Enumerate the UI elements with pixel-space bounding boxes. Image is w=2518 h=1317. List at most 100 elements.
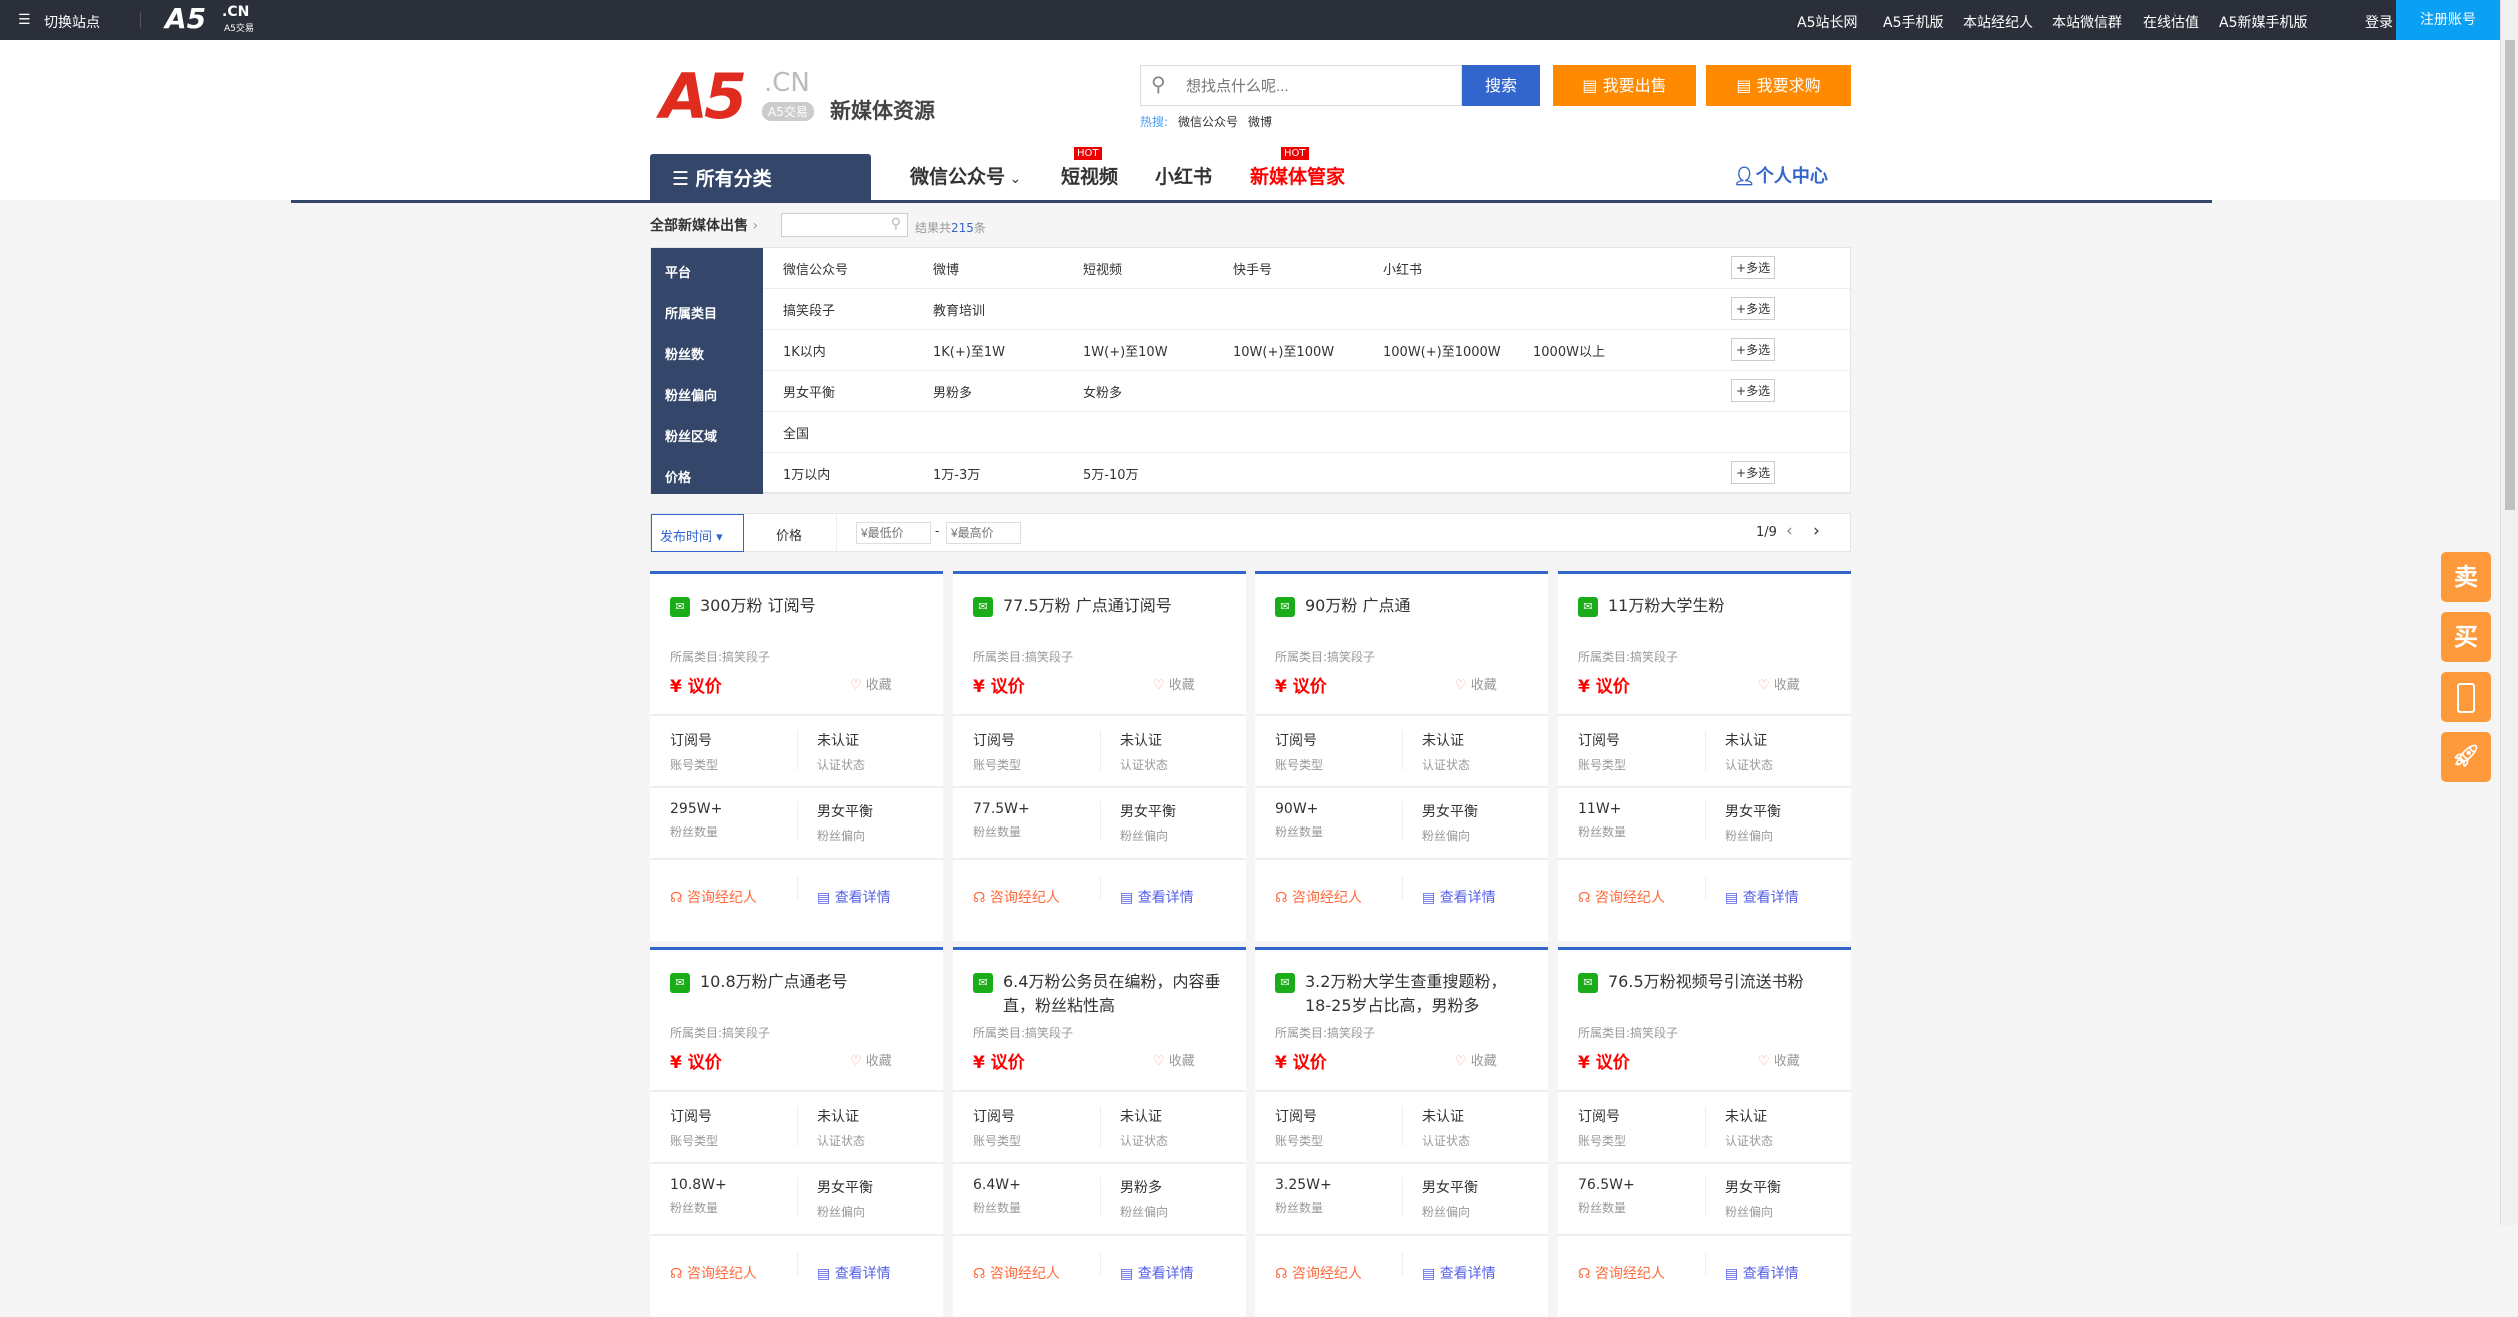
multi-select-button[interactable]: +多选 <box>1731 256 1776 279</box>
consult-agent-button[interactable]: ☊ 咨询经纪人 <box>1578 887 1665 907</box>
top-link[interactable]: A5站长网 <box>1797 15 1858 31</box>
site-logo[interactable]: A5 <box>660 60 747 133</box>
view-detail-button[interactable]: ▤ 查看详情 <box>817 1263 891 1283</box>
listing-card[interactable]: ✉ 90万粉 广点通 所属类目:搞笑段子 ¥ 议价 ♡ 收藏 订阅号 账号类型 未认证 认证状态… <box>1255 571 1548 941</box>
listing-card[interactable]: ✉ 11万粉大学生粉 所属类目:搞笑段子 ¥ 议价 ♡ 收藏 订阅号 账号类型 未认证 认证状态… <box>1558 571 1851 941</box>
favorite-button[interactable]: ♡ 收藏 <box>1758 1050 1800 1069</box>
card-title[interactable]: ✉ 3.2万粉大学生查重搜题粉，18-25岁占比高，男粉多 <box>1275 970 1532 1018</box>
filter-option[interactable]: 全国 <box>783 427 810 442</box>
filter-option[interactable]: 微信公众号 <box>783 263 849 278</box>
top-float-button[interactable]: 🚀︎ <box>2441 732 2491 782</box>
login-link[interactable]: 登录 <box>2365 15 2393 31</box>
sort-price[interactable]: 价格 <box>776 529 803 544</box>
sell-button[interactable]: ▤ 我要出售 <box>1553 65 1696 106</box>
card-title[interactable]: ✉ 77.5万粉 广点通订阅号 <box>973 594 1230 618</box>
filter-option[interactable]: 1K(+)至1W <box>933 345 1005 360</box>
filter-option[interactable]: 男女平衡 <box>783 386 836 401</box>
view-detail-button[interactable]: ▤ 查看详情 <box>817 887 891 907</box>
filter-option[interactable]: 1000W以上 <box>1533 345 1605 360</box>
next-page-icon[interactable]: › <box>1813 521 1820 541</box>
top-link[interactable]: A5手机版 <box>1883 15 1944 31</box>
scrollbar[interactable] <box>2500 0 2518 1225</box>
card-title[interactable]: ✉ 300万粉 订阅号 <box>670 594 927 618</box>
consult-agent-button[interactable]: ☊ 咨询经纪人 <box>1578 1263 1665 1283</box>
breadcrumb-root[interactable]: 全部新媒体出售 <box>650 218 748 234</box>
listing-card[interactable]: ✉ 10.8万粉广点通老号 所属类目:搞笑段子 ¥ 议价 ♡ 收藏 订阅号 账号类型 未认证认… <box>650 947 943 1317</box>
card-title[interactable]: ✉ 76.5万粉视频号引流送书粉 <box>1578 970 1835 994</box>
filter-option[interactable]: 1万-3万 <box>933 468 981 483</box>
user-center-link[interactable]: 👤︎个人中心 <box>1733 162 1828 188</box>
hot-search-term[interactable]: 微信公众号 <box>1178 115 1239 129</box>
filter-option[interactable]: 教育培训 <box>933 304 986 319</box>
register-button[interactable]: 注册账号 <box>2396 0 2500 40</box>
multi-select-button[interactable]: +多选 <box>1731 379 1776 402</box>
filter-option[interactable]: 1W(+)至10W <box>1083 345 1168 360</box>
buy-float-button[interactable]: 买 <box>2441 612 2491 662</box>
prev-page-icon[interactable]: ‹ <box>1786 521 1793 541</box>
view-detail-button[interactable]: ▤ 查看详情 <box>1422 887 1496 907</box>
view-detail-button[interactable]: ▤ 查看详情 <box>1725 1263 1799 1283</box>
listing-card[interactable]: ✉ 6.4万粉公务员在编粉，内容垂直，粉丝粘性高 所属类目:搞笑段子 ¥ 议价 ♡ 收藏… <box>953 947 1246 1317</box>
filter-option[interactable]: 女粉多 <box>1083 386 1123 401</box>
card-title[interactable]: ✉ 90万粉 广点通 <box>1275 594 1532 618</box>
filter-option[interactable]: 5万-10万 <box>1083 468 1139 483</box>
filter-option[interactable]: 100W(+)至1000W <box>1383 345 1501 360</box>
favorite-button[interactable]: ♡ 收藏 <box>850 674 892 693</box>
view-detail-button[interactable]: ▤ 查看详情 <box>1725 887 1799 907</box>
filter-option[interactable]: 快手号 <box>1233 263 1273 278</box>
favorite-button[interactable]: ♡ 收藏 <box>1153 674 1195 693</box>
sort-publish-time[interactable]: 发布时间 ▾ <box>651 514 744 552</box>
card-title[interactable]: ✉ 6.4万粉公务员在编粉，内容垂直，粉丝粘性高 <box>973 970 1230 1018</box>
search-input[interactable] <box>1186 74 1446 98</box>
nav-xiaohongshu[interactable]: 小红书 <box>1155 166 1213 188</box>
filter-option[interactable]: 微博 <box>933 263 960 278</box>
top-link[interactable]: 本站经纪人 <box>1963 15 2033 31</box>
consult-agent-button[interactable]: ☊ 咨询经纪人 <box>670 1263 757 1283</box>
multi-select-button[interactable]: +多选 <box>1731 461 1776 484</box>
filter-option[interactable]: 10W(+)至100W <box>1233 345 1335 360</box>
filter-search-input[interactable]: ⚲ <box>781 213 908 237</box>
favorite-button[interactable]: ♡ 收藏 <box>1153 1050 1195 1069</box>
a5-logo[interactable]: A5 <box>165 2 207 35</box>
mobile-float-button[interactable] <box>2441 672 2491 722</box>
top-link[interactable]: 本站微信群 <box>2052 15 2122 31</box>
listing-card[interactable]: ✉ 77.5万粉 广点通订阅号 所属类目:搞笑段子 ¥ 议价 ♡ 收藏 订阅号 账号类型 未认… <box>953 571 1246 941</box>
sell-float-button[interactable]: 卖 <box>2441 552 2491 602</box>
listing-card[interactable]: ✉ 76.5万粉视频号引流送书粉 所属类目:搞笑段子 ¥ 议价 ♡ 收藏 订阅号 账号类型未… <box>1558 947 1851 1317</box>
filter-option[interactable]: 1万以内 <box>783 468 831 483</box>
search-button[interactable]: 搜索 <box>1462 65 1540 106</box>
consult-agent-button[interactable]: ☊ 咨询经纪人 <box>1275 887 1362 907</box>
multi-select-button[interactable]: +多选 <box>1731 297 1776 320</box>
card-title[interactable]: ✉ 11万粉大学生粉 <box>1578 594 1835 618</box>
favorite-button[interactable]: ♡ 收藏 <box>850 1050 892 1069</box>
view-detail-button[interactable]: ▤ 查看详情 <box>1120 887 1194 907</box>
hot-search-term[interactable]: 微博 <box>1248 115 1273 129</box>
nav-media-manager[interactable]: HOT 新媒体管家 <box>1250 147 1345 189</box>
menu-icon[interactable]: ☰ <box>18 12 31 28</box>
consult-agent-button[interactable]: ☊ 咨询经纪人 <box>973 1263 1060 1283</box>
top-link[interactable]: A5新媒手机版 <box>2219 15 2308 31</box>
scrollbar-thumb[interactable] <box>2505 40 2515 510</box>
filter-option[interactable]: 男粉多 <box>933 386 973 401</box>
filter-option[interactable]: 小红书 <box>1383 263 1423 278</box>
card-title[interactable]: ✉ 10.8万粉广点通老号 <box>670 970 927 994</box>
filter-option[interactable]: 短视频 <box>1083 263 1123 278</box>
nav-short-video[interactable]: HOT 短视频 <box>1061 147 1118 189</box>
all-categories-button[interactable]: ☰ 所有分类 <box>650 154 871 200</box>
multi-select-button[interactable]: +多选 <box>1731 338 1776 361</box>
buy-button[interactable]: ▤ 我要求购 <box>1706 65 1851 106</box>
filter-option[interactable]: 1K以内 <box>783 345 826 360</box>
consult-agent-button[interactable]: ☊ 咨询经纪人 <box>973 887 1060 907</box>
listing-card[interactable]: ✉ 3.2万粉大学生查重搜题粉，18-25岁占比高，男粉多 所属类目:搞笑段子 ¥ 议… <box>1255 947 1548 1317</box>
favorite-button[interactable]: ♡ 收藏 <box>1758 674 1800 693</box>
favorite-button[interactable]: ♡ 收藏 <box>1455 1050 1497 1069</box>
favorite-button[interactable]: ♡ 收藏 <box>1455 674 1497 693</box>
max-price-input[interactable] <box>946 522 1021 544</box>
view-detail-button[interactable]: ▤ 查看详情 <box>1422 1263 1496 1283</box>
consult-agent-button[interactable]: ☊ 咨询经纪人 <box>670 887 757 907</box>
listing-card[interactable]: ✉ 300万粉 订阅号 所属类目:搞笑段子 ¥ 议价 ♡ 收藏 订阅号 账号类型 未认证 认证状… <box>650 571 943 941</box>
min-price-input[interactable] <box>856 522 931 544</box>
filter-option[interactable]: 搞笑段子 <box>783 304 836 319</box>
nav-wechat[interactable]: 微信公众号 ⌄ <box>910 162 1021 189</box>
switch-site-link[interactable]: 切换站点 <box>44 15 100 31</box>
